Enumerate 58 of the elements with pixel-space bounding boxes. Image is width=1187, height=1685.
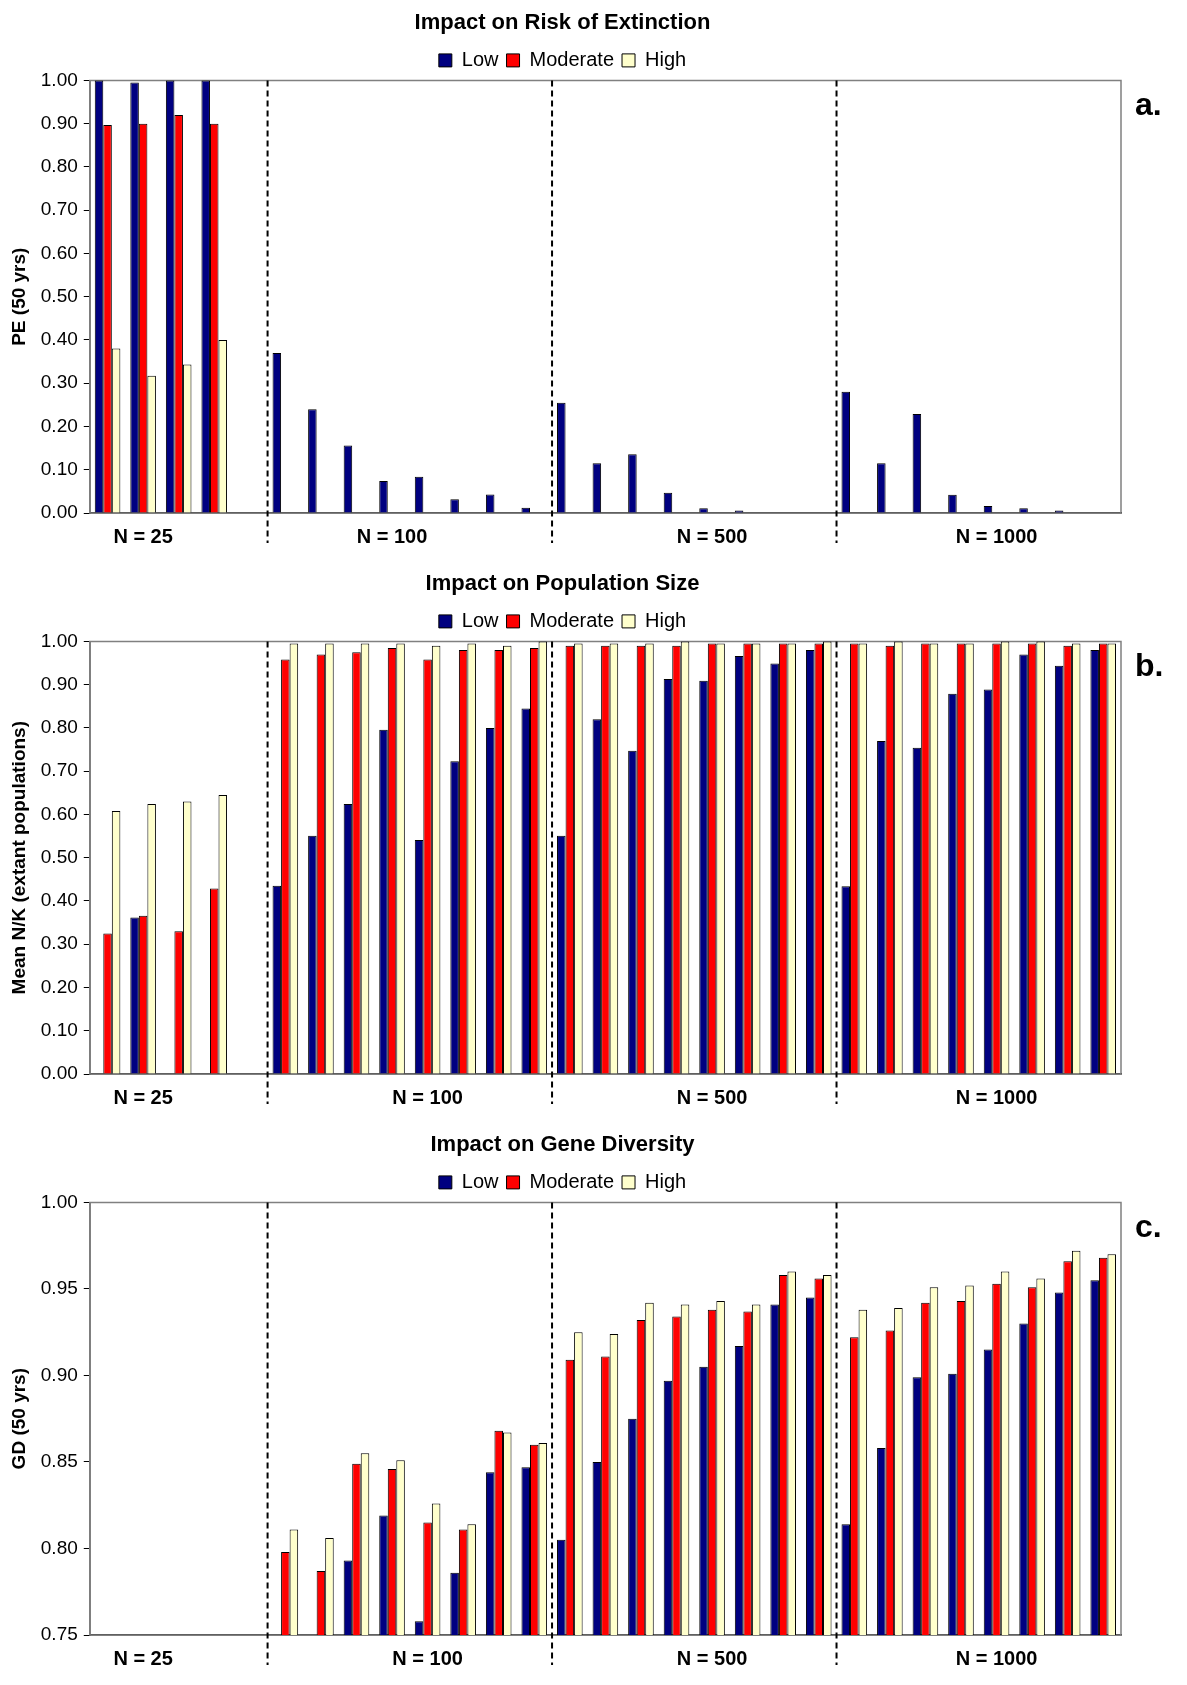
y-tick-label: 0.90	[40, 672, 78, 694]
y-axis-title: PE (50 yrs)	[7, 247, 29, 346]
x-tick-label: N = 1000	[955, 1646, 1038, 1669]
chart-title: Impact on Gene Diversity	[430, 1131, 696, 1157]
y-tick-label: 0.85	[40, 1450, 78, 1472]
y-tick-label: 0.70	[40, 198, 78, 220]
legend-label: Low	[461, 1169, 500, 1192]
y-tick-label: 0.20	[40, 975, 78, 997]
x-tick-label: N = 25	[113, 524, 173, 547]
legend-label: Low	[461, 608, 500, 631]
x-tick-label: N = 25	[113, 1085, 173, 1108]
legend-label: Moderate	[529, 608, 615, 631]
y-tick-label: 0.80	[40, 716, 78, 738]
y-tick-label: 0.20	[40, 414, 78, 436]
text: c.	[1135, 1208, 1162, 1245]
y-tick-label: 0.40	[40, 889, 78, 911]
y-tick-label: 0.80	[40, 1536, 78, 1558]
y-tick-label: 0.10	[40, 457, 78, 479]
legend-label: Moderate	[529, 1169, 615, 1192]
y-axis-title: GD (50 yrs)	[7, 1368, 29, 1470]
legend-label: High	[645, 1169, 687, 1192]
y-tick-label: 0.60	[40, 241, 78, 263]
y-tick-label: 0.50	[40, 284, 78, 306]
legend-label: High	[645, 608, 687, 631]
y-tick-label: 0.10	[40, 1018, 78, 1040]
y-tick-label: 0.40	[40, 328, 78, 350]
y-tick-label: 1.00	[40, 68, 78, 90]
x-tick-label: N = 25	[113, 1646, 173, 1669]
y-tick-label: 0.75	[40, 1623, 78, 1645]
y-tick-label: 0.30	[40, 932, 78, 954]
y-tick-label: 0.00	[40, 501, 78, 523]
x-tick-label: N = 100	[392, 1085, 463, 1108]
y-tick-label: 0.90	[40, 1363, 78, 1385]
chart-title: Impact on Population Size	[425, 570, 700, 596]
x-tick-label: N = 500	[676, 1646, 748, 1669]
text: b.	[1135, 647, 1164, 684]
x-tick-label: N = 100	[356, 524, 428, 547]
x-tick-label: N = 500	[676, 524, 748, 547]
chart-title: Impact on Risk of Extinction	[414, 9, 711, 35]
y-tick-label: 0.90	[40, 111, 78, 133]
y-axis-title: Mean N/K (extant populations)	[7, 721, 29, 995]
y-tick-label: 0.80	[40, 155, 78, 177]
y-tick-label: 0.70	[40, 759, 78, 781]
x-tick-label: N = 1000	[955, 1085, 1038, 1108]
y-tick-label: 0.30	[40, 371, 78, 393]
y-tick-label: 0.60	[40, 802, 78, 824]
x-tick-label: N = 500	[676, 1085, 748, 1108]
legend-label: Moderate	[529, 47, 615, 70]
y-tick-label: 1.00	[40, 629, 78, 651]
text: a.	[1135, 86, 1162, 123]
legend-label: Low	[461, 47, 500, 70]
y-tick-label: 0.00	[40, 1062, 78, 1084]
legend-label: High	[645, 47, 687, 70]
x-tick-label: N = 1000	[955, 524, 1038, 547]
x-tick-label: N = 100	[392, 1646, 463, 1669]
y-tick-label: 0.95	[40, 1277, 78, 1299]
y-tick-label: 1.00	[40, 1190, 78, 1212]
y-tick-label: 0.50	[40, 845, 78, 867]
